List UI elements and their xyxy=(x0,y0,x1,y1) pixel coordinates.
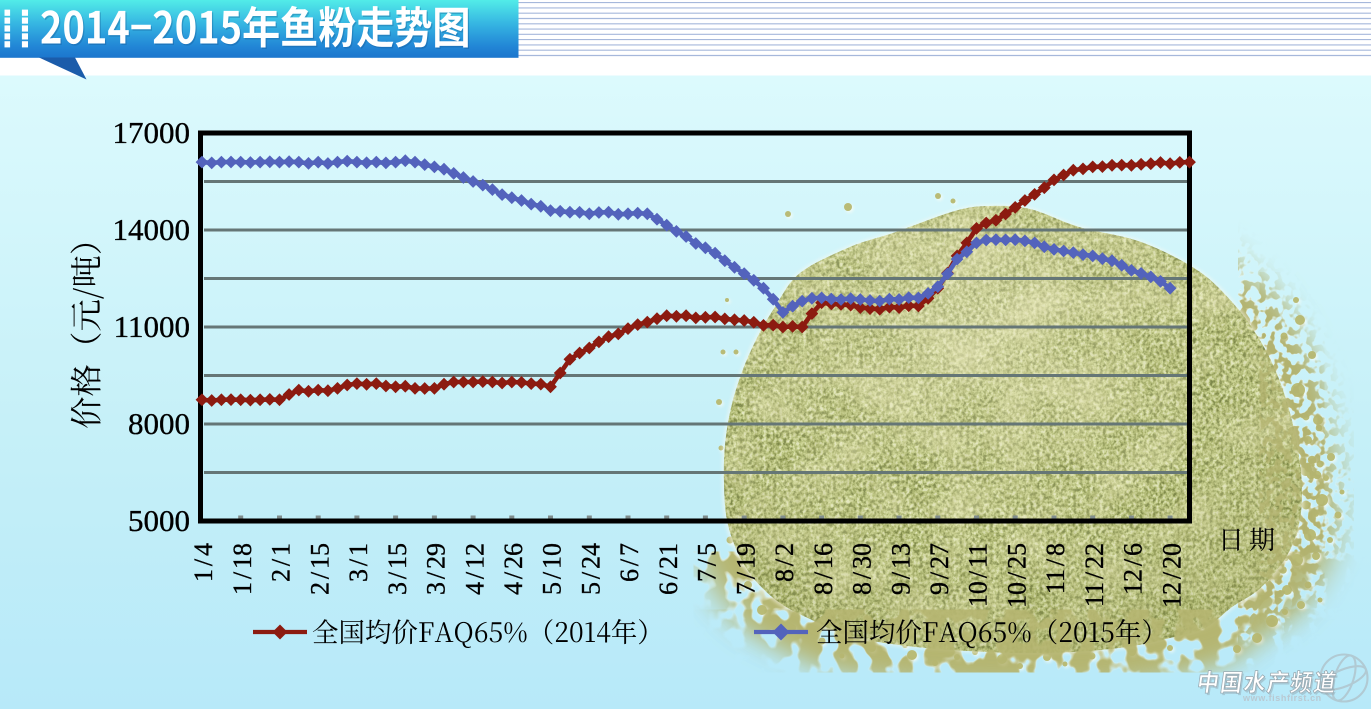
svg-text:5/24: 5/24 xyxy=(577,543,606,595)
svg-text:3/15: 3/15 xyxy=(383,543,412,595)
svg-text:www.fishfirst.cn: www.fishfirst.cn xyxy=(1242,693,1322,703)
svg-text:1/4: 1/4 xyxy=(189,543,218,582)
svg-text:9/13: 9/13 xyxy=(886,543,915,595)
svg-text:8/16: 8/16 xyxy=(809,543,838,595)
svg-text:11000: 11000 xyxy=(114,309,190,344)
svg-text:10/25: 10/25 xyxy=(1002,543,1031,608)
svg-text:2/1: 2/1 xyxy=(267,543,296,582)
svg-text:3/1: 3/1 xyxy=(344,543,373,582)
svg-text:8000: 8000 xyxy=(128,406,190,441)
svg-text:11/22: 11/22 xyxy=(1080,543,1109,607)
svg-text:4/12: 4/12 xyxy=(460,543,489,595)
svg-text:7/19: 7/19 xyxy=(731,543,760,595)
svg-text:17000: 17000 xyxy=(113,115,191,150)
svg-text:8/30: 8/30 xyxy=(848,543,877,595)
svg-text:9/27: 9/27 xyxy=(925,543,954,595)
svg-text:5/10: 5/10 xyxy=(538,543,567,595)
svg-text:4/26: 4/26 xyxy=(499,543,528,595)
svg-text:7/5: 7/5 xyxy=(693,543,722,582)
svg-text:6/7: 6/7 xyxy=(615,543,644,582)
svg-text:6/21: 6/21 xyxy=(654,543,683,595)
svg-text:5000: 5000 xyxy=(128,503,190,538)
svg-text:2/15: 2/15 xyxy=(305,543,334,595)
svg-text:3/29: 3/29 xyxy=(422,543,451,595)
svg-text:8/2: 8/2 xyxy=(770,543,799,582)
svg-text:1/18: 1/18 xyxy=(228,543,257,595)
svg-text:14000: 14000 xyxy=(113,212,191,247)
svg-text:10/11: 10/11 xyxy=(964,543,993,607)
svg-text:12/20: 12/20 xyxy=(1157,543,1186,608)
